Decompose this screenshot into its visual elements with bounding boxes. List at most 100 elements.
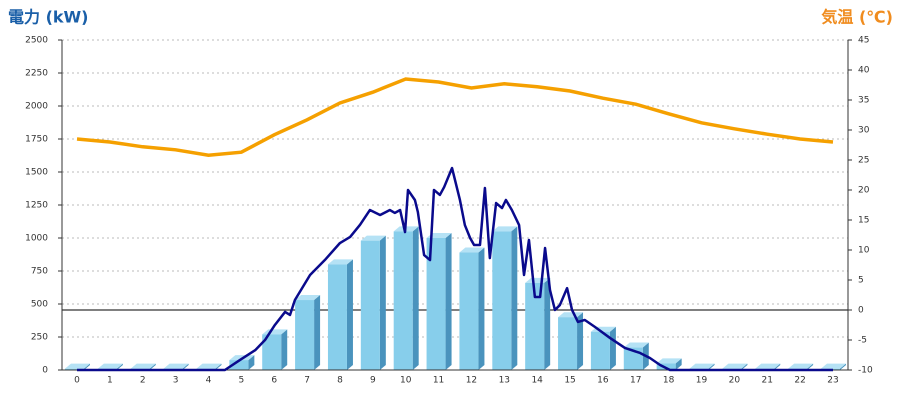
x-tick-label: 12: [466, 376, 477, 386]
bar-top: [722, 363, 748, 369]
bar-side: [281, 329, 288, 370]
bar-side: [840, 363, 846, 370]
bar: [426, 238, 446, 370]
x-tick-label: 11: [433, 376, 444, 386]
bar-top: [163, 363, 189, 369]
x-tick-label: 21: [762, 376, 773, 386]
bar-side: [116, 363, 123, 370]
x-tick-label: 3: [173, 376, 179, 386]
bar-side: [478, 247, 485, 370]
bar-top: [821, 363, 846, 369]
bar-top: [65, 363, 90, 369]
bar: [525, 282, 545, 370]
bar: [590, 331, 610, 370]
bar-top: [130, 363, 156, 369]
y2-tick-label: 45: [858, 36, 869, 46]
bar-side: [379, 235, 386, 370]
x-tick-label: 7: [304, 376, 310, 386]
bar-top: [689, 363, 715, 369]
bar-side: [544, 277, 551, 370]
bar-side: [149, 363, 156, 370]
y2-tick-label: 25: [858, 156, 869, 166]
bar-top: [426, 233, 452, 238]
x-tick-label: 1: [107, 376, 113, 386]
bar-top: [459, 247, 485, 253]
y2-tick-label: 10: [858, 246, 870, 256]
y-tick-label: 1250: [25, 201, 48, 211]
bar-side: [248, 355, 255, 370]
temperature-line: [76, 77, 834, 157]
y-tick-label: 2000: [25, 102, 48, 112]
x-tick-label: 23: [827, 376, 838, 386]
x-tick-label: 20: [729, 376, 741, 386]
y2-tick-label: 20: [858, 186, 870, 196]
y-axis-title: 電力 (kW): [8, 8, 89, 27]
bar: [393, 231, 413, 370]
bar-side: [314, 295, 321, 370]
bar-side: [346, 259, 353, 370]
bar-side: [675, 358, 682, 370]
bar-side: [84, 363, 90, 370]
bar: [492, 231, 512, 370]
bar-top: [525, 277, 551, 283]
bar-side: [708, 363, 715, 370]
bar-top: [623, 342, 649, 348]
bar-top: [327, 259, 353, 265]
bar-top: [492, 226, 518, 232]
y-tick-label: 1500: [25, 168, 48, 178]
bar-side: [215, 363, 222, 370]
bar-side: [807, 363, 814, 370]
x-tick-label: 2: [140, 376, 146, 386]
x-tick-label: 5: [238, 376, 244, 386]
y2-tick-label: 15: [858, 216, 869, 226]
bar-top: [295, 295, 321, 301]
bar-side: [445, 233, 452, 370]
y2-tick-label: -10: [858, 366, 873, 376]
y-tick-label: 1000: [25, 234, 48, 244]
x-tick-label: 16: [597, 376, 609, 386]
y-tick-label: 0: [42, 366, 48, 376]
bar-side: [741, 363, 748, 370]
y-tick-label: 750: [31, 267, 48, 277]
bar: [262, 334, 282, 370]
y2-tick-label: 40: [858, 66, 870, 76]
bar-side: [774, 363, 781, 370]
bar-top: [196, 363, 222, 369]
x-tick-label: 22: [794, 376, 805, 386]
y-tick-label: 500: [31, 300, 48, 310]
bar-side: [577, 312, 584, 370]
bar: [558, 317, 578, 370]
bar-side: [182, 363, 189, 370]
x-tick-label: 14: [531, 376, 543, 386]
bar-side: [609, 326, 616, 370]
x-tick-label: 19: [696, 376, 708, 386]
bar: [360, 240, 380, 370]
x-tick-label: 9: [370, 376, 376, 386]
power-line: [77, 166, 833, 372]
x-tick-label: 13: [499, 376, 510, 386]
x-tick-label: 6: [271, 376, 277, 386]
y2-tick-label: 35: [858, 96, 869, 106]
y-tick-label: 2250: [25, 69, 48, 79]
y-tick-label: 1750: [25, 135, 48, 145]
bar: [65, 368, 84, 370]
y-tick-label: 250: [31, 333, 48, 343]
y2-axis-title: 気温 (℃): [821, 8, 893, 27]
x-tick-label: 18: [663, 376, 675, 386]
bar-side: [511, 226, 518, 370]
x-tick-label: 15: [564, 376, 575, 386]
bar: [229, 360, 249, 370]
bar-side: [412, 226, 419, 370]
x-tick-label: 17: [630, 376, 641, 386]
y2-tick-label: 30: [858, 126, 870, 136]
bar-top: [360, 235, 386, 241]
y2-tick-label: 5: [858, 276, 864, 286]
x-tick-label: 4: [206, 376, 212, 386]
bar-top: [558, 312, 584, 318]
y2-tick-label: 0: [858, 306, 864, 316]
bar-top: [656, 358, 682, 364]
y-tick-label: 2500: [25, 36, 48, 46]
x-tick-label: 8: [337, 376, 343, 386]
bar: [295, 300, 315, 370]
